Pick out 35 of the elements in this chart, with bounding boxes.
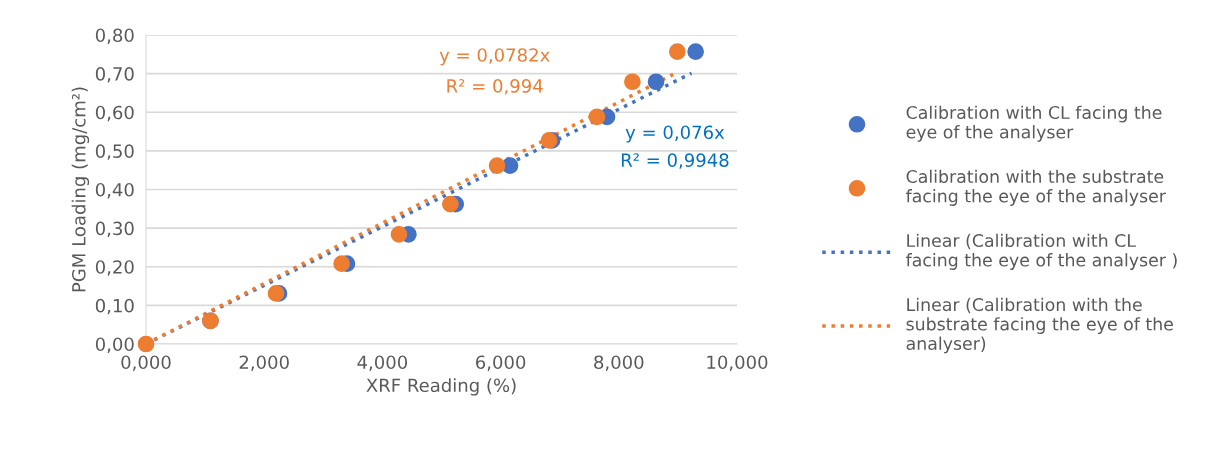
annotation: R² = 0,994 xyxy=(447,79,543,95)
point xyxy=(442,195,459,213)
point xyxy=(390,225,408,243)
point xyxy=(488,157,506,174)
y-tick-label: 0,60 xyxy=(95,105,134,122)
y-tick-label: 0,70 xyxy=(95,67,134,83)
legend-label: Calibration with the substrate facing the eye of the analyser xyxy=(906,169,1166,206)
x-tick-label: 8,000 xyxy=(594,355,644,371)
text: Calibration with CL facing the eye of the analyser xyxy=(906,105,1162,142)
annotation: R² = 0,9948 xyxy=(621,153,729,169)
point xyxy=(668,43,686,60)
x-tick-label: 6,000 xyxy=(476,355,526,371)
x-axis-title: XRF Reading (%) xyxy=(366,378,516,396)
point xyxy=(687,43,704,60)
x-tick-label: 4,000 xyxy=(357,355,408,371)
y-tick-label: 0,80 xyxy=(95,28,134,44)
y-tick-label: 0,00 xyxy=(95,337,134,353)
annotation: y = 0,076x xyxy=(625,125,725,143)
y-tick-label: 0,40 xyxy=(95,182,134,199)
point xyxy=(333,255,350,272)
point xyxy=(588,108,606,126)
y-tick-label: 0,10 xyxy=(95,298,134,315)
legend-label: Linear (Calibration with CL facing the eye of the analyser ) xyxy=(906,233,1177,270)
x-tick-label: 10,000 xyxy=(707,355,768,371)
point xyxy=(647,73,665,91)
y-tick-label: 0,50 xyxy=(95,144,134,160)
y-tick-label: 0,20 xyxy=(95,260,134,276)
legend-label: Linear (Calibration with the substrate facing the eye of the analyser) xyxy=(906,297,1173,354)
y-tick-label: 0,30 xyxy=(95,221,134,238)
y-axis-title: PGM Loading (mg/cm²) xyxy=(71,87,90,292)
x-tick-label: 0,000 xyxy=(121,355,171,371)
point xyxy=(137,335,155,353)
annotation: y = 0,0782x xyxy=(439,48,550,66)
point xyxy=(624,73,641,91)
x-tick-label: 2,000 xyxy=(239,355,289,371)
